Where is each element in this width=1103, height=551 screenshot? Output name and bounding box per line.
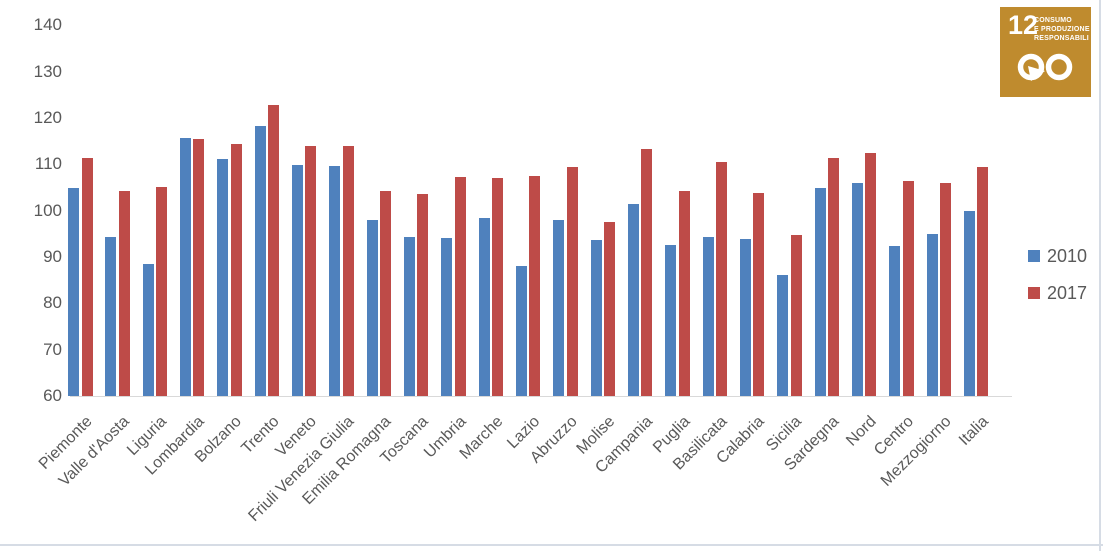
bar-2010-molise (590, 240, 602, 396)
bar-2010-valle-d-aosta (105, 236, 117, 396)
bar-2017-puglia (678, 190, 690, 396)
bar-2010-marche (478, 218, 490, 396)
bar-2010-lombardia (179, 137, 191, 396)
bar-2017-basilicata (716, 162, 728, 396)
bar-2017-abruzzo (566, 167, 578, 396)
bar-2010-calabria (739, 238, 751, 396)
bar-2017-sicilia (790, 235, 802, 396)
bar-2010-italia (963, 210, 975, 396)
legend-swatch-icon (1028, 287, 1040, 299)
bar-2010-mezzogiorno (926, 234, 938, 396)
y-axis-tick-label: 110 (34, 154, 62, 174)
bar-2010-veneto (291, 164, 303, 396)
y-axis-tick-label: 120 (33, 107, 62, 127)
sdg-badge: 12 CONSUMO E PRODUZIONE RESPONSABILI (1000, 7, 1091, 97)
legend-swatch-icon (1028, 250, 1040, 262)
bar-2010-centro (889, 245, 901, 396)
bar-2010-toscana (403, 237, 415, 396)
bar-2017-campania (641, 148, 653, 396)
sdg-goal-title-line3: RESPONSABILI (1034, 35, 1089, 42)
legend-label: 2010 (1047, 245, 1088, 266)
chart-frame-border-right (1099, 0, 1101, 551)
bar-2017-emilia-romagna (380, 190, 392, 396)
bar-2010-bolzano (217, 159, 229, 396)
bar-2010-trento (254, 125, 266, 396)
y-axis-tick-label: 140 (33, 15, 62, 35)
bar-2010-liguria (142, 264, 154, 396)
bar-2010-emilia-romagna (366, 220, 378, 396)
bar-2017-liguria (156, 187, 168, 396)
bar-2017-friuli-venezia-giulia (342, 145, 354, 396)
sdg-goal-number: 12 (1008, 10, 1039, 40)
x-axis-category-label: Italia (955, 413, 992, 449)
bar-2010-sicilia (777, 274, 789, 396)
y-axis-tick-label: 90 (43, 246, 62, 266)
bar-2017-sardegna (828, 157, 840, 396)
bar-2017-toscana (417, 194, 429, 396)
bar-2017-lombardia (193, 138, 205, 396)
y-axis-tick-label: 130 (33, 61, 62, 81)
y-axis-tick-label: 100 (33, 200, 62, 220)
bar-2010-basilicata (702, 236, 714, 396)
chart-frame-border-bottom (0, 544, 1103, 546)
sdg-goal-title: CONSUMO E PRODUZIONE RESPONSABILI (1034, 16, 1090, 43)
legend-entry-2010: 2010 (1028, 246, 1087, 266)
bar-2010-piemonte (68, 188, 79, 396)
bar-2010-friuli-venezia-giulia (329, 166, 341, 396)
bar-2017-umbria (454, 176, 466, 396)
bar-2010-umbria (441, 237, 453, 396)
bar-2010-lazio (515, 266, 527, 396)
bar-2010-nord (851, 183, 863, 396)
bar-2017-centro (902, 181, 914, 396)
bar-2017-italia (977, 167, 989, 396)
bar-2017-molise (604, 222, 616, 396)
bar-2017-calabria (753, 193, 765, 396)
y-axis-tick-label: 70 (43, 339, 62, 359)
y-axis-tick-label: 80 (43, 293, 62, 313)
sdg-goal-title-line2: E PRODUZIONE (1034, 26, 1090, 33)
legend-label: 2017 (1047, 282, 1088, 303)
infinity-arrow-icon (1017, 53, 1073, 81)
bar-2017-trento (268, 104, 280, 396)
legend: 2010 2017 (1028, 246, 1087, 320)
bar-2010-puglia (665, 244, 677, 396)
bar-2017-marche (492, 178, 504, 396)
bar-2010-campania (627, 203, 639, 396)
bar-2017-lazio (529, 176, 541, 396)
bar-2017-nord (865, 152, 877, 396)
bar-2017-mezzogiorno (940, 183, 952, 396)
bar-2017-valle-d-aosta (118, 191, 130, 396)
sdg-goal-title-line1: CONSUMO (1034, 17, 1072, 24)
legend-entry-2017: 2017 (1028, 283, 1087, 303)
x-axis-line (70, 396, 1012, 397)
y-axis-tick-label: 60 (43, 386, 62, 405)
bar-2010-abruzzo (553, 219, 565, 396)
bar-2017-piemonte (81, 157, 93, 396)
bar-2017-bolzano (230, 143, 242, 396)
bar-2017-veneto (305, 145, 317, 396)
bar-2010-sardegna (814, 188, 826, 396)
